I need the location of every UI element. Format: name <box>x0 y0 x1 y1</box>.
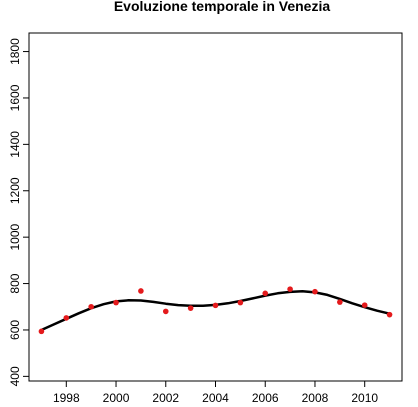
x-axis: 1998 2000 2002 2004 2006 2008 2010 <box>53 381 378 405</box>
data-point <box>212 302 219 309</box>
data-point <box>88 303 94 310</box>
x-tick-label: 2000 <box>103 391 130 405</box>
data-point <box>312 288 318 295</box>
trend-line <box>40 289 391 332</box>
plot-frame <box>28 32 403 382</box>
data-point <box>237 299 244 306</box>
y-tick-label: 800 <box>8 273 22 293</box>
data-point <box>386 311 393 318</box>
x-tick-label: 1998 <box>53 391 80 405</box>
data-point <box>337 299 343 305</box>
y-tick-label: 1000 <box>8 223 22 250</box>
data-point <box>113 299 119 306</box>
data-point <box>262 290 269 297</box>
plot-area <box>38 286 393 335</box>
y-tick-label: 1800 <box>8 38 22 65</box>
data-point <box>162 308 169 315</box>
chart-title: Evoluzione temporale in Venezia <box>114 0 330 14</box>
data-point <box>63 315 70 321</box>
y-axis: 400 600 800 1000 1200 1400 1600 1800 <box>8 38 29 386</box>
y-tick-label: 400 <box>8 366 22 386</box>
x-tick-label: 2006 <box>252 391 279 405</box>
y-tick-label: 1400 <box>8 131 22 158</box>
y-tick-label: 1600 <box>8 84 22 111</box>
data-point <box>38 328 45 335</box>
x-tick-label: 2002 <box>152 391 179 405</box>
data-point <box>287 286 293 292</box>
y-tick-label: 600 <box>8 320 22 340</box>
x-tick-label: 2010 <box>351 391 378 405</box>
data-point <box>187 305 194 311</box>
x-tick-label: 2008 <box>302 391 329 405</box>
data-point <box>138 288 144 294</box>
x-tick-label: 2004 <box>202 391 229 405</box>
y-tick-label: 1200 <box>8 177 22 204</box>
data-point <box>361 302 368 308</box>
